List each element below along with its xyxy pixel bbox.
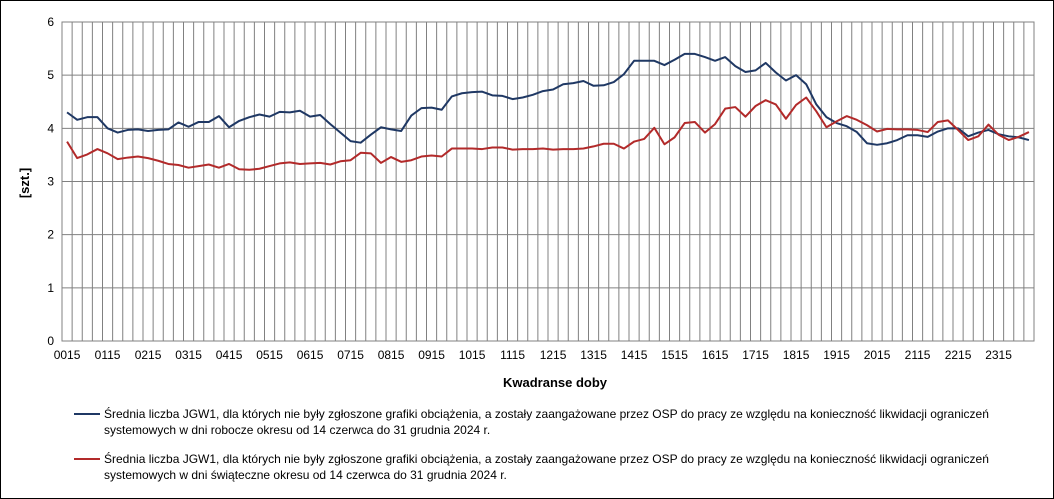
x-tick-label: 0915 xyxy=(418,348,445,362)
legend-swatch-holidays xyxy=(74,458,100,460)
x-tick-label: 0615 xyxy=(297,348,324,362)
x-tick-label: 1415 xyxy=(621,348,648,362)
x-tick-label: 0415 xyxy=(216,348,243,362)
x-tick-label: 1815 xyxy=(783,348,810,362)
x-tick-label: 0015 xyxy=(54,348,81,362)
x-tick-label: 1615 xyxy=(702,348,729,362)
x-tick-label: 0515 xyxy=(256,348,283,362)
x-tick-label: 2115 xyxy=(905,348,931,362)
legend-entry-workdays: Średnia liczba JGW1, dla których nie był… xyxy=(74,406,1034,438)
series-lines xyxy=(66,52,1030,171)
y-tick-label: 2 xyxy=(47,228,54,242)
x-tick-label: 2315 xyxy=(985,348,1012,362)
legend-label-workdays: Średnia liczba JGW1, dla których nie był… xyxy=(104,407,989,437)
x-tick-label: 0815 xyxy=(378,348,405,362)
x-tick-label: 0215 xyxy=(135,348,162,362)
y-tick-label: 3 xyxy=(47,175,54,189)
y-tick-label: 0 xyxy=(47,334,54,348)
x-axis-ticks: 0015 0115 0215 0315 0415 0515 0615 0715 0815 0915… xyxy=(54,348,1013,362)
x-tick-label: 1215 xyxy=(540,348,567,362)
legend-entry-holidays: Średnia liczba JGW1, dla których nie był… xyxy=(74,451,1034,483)
x-tick-label: 1515 xyxy=(661,348,688,362)
y-tick-label: 6 xyxy=(47,15,54,29)
grid xyxy=(62,22,1034,341)
x-tick-label: 1015 xyxy=(459,348,486,362)
y-tick-label: 5 xyxy=(47,68,54,82)
x-tick-label: 2015 xyxy=(864,348,891,362)
x-tick-label: 1915 xyxy=(823,348,850,362)
series-line-holidays xyxy=(66,96,1030,171)
x-tick-label: 1115 xyxy=(500,348,525,362)
y-axis-title: [szt.] xyxy=(17,168,32,198)
x-tick-label: 0715 xyxy=(337,348,364,362)
y-tick-label: 1 xyxy=(47,281,54,295)
legend-swatch-workdays xyxy=(74,413,100,415)
legend-label-holidays: Średnia liczba JGW1, dla których nie był… xyxy=(104,452,989,482)
x-tick-label: 1315 xyxy=(580,348,607,362)
y-axis-ticks: 0 1 2 3 4 5 6 xyxy=(47,15,54,348)
legend: Średnia liczba JGW1, dla których nie był… xyxy=(74,406,1034,496)
y-tick-label: 4 xyxy=(47,121,54,135)
x-tick-label: 0315 xyxy=(175,348,202,362)
series-line-workdays xyxy=(66,52,1030,146)
x-tick-label: 0115 xyxy=(95,348,121,362)
x-tick-label: 1715 xyxy=(742,348,769,362)
x-axis-title: Kwadranse doby xyxy=(503,375,608,390)
x-tick-label: 2215 xyxy=(945,348,972,362)
line-chart: 0 1 2 3 4 5 6 0015 0115 0215 0315 0415 0515 0615 0715… xyxy=(17,15,1035,390)
